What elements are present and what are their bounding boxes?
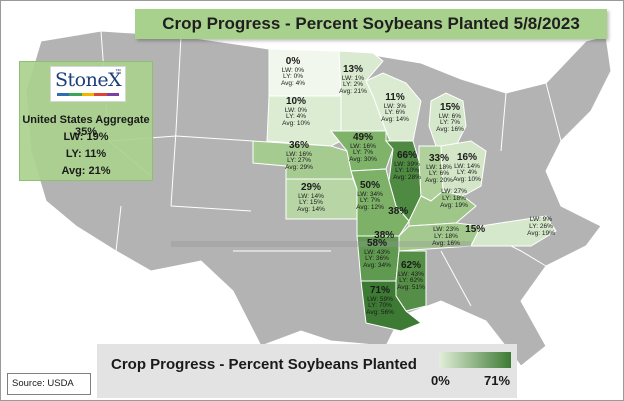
legend-gradient-bar: [439, 352, 511, 368]
logo-bar-segment: [81, 93, 95, 96]
watermark-band: [171, 241, 471, 247]
label-michigan: 15% LW: 6% LY: 7% Avg: 16%: [436, 102, 464, 134]
label-north-dakota: 0% LW: 0% LY: 0% Avg: 4%: [280, 56, 306, 88]
label-wisconsin: 11% LW: 3% LY: 6% Avg: 14%: [381, 92, 409, 124]
label-illinois: 66% LW: 39% LY: 10% Avg: 28%: [393, 150, 421, 182]
aggregate-heading: United States Aggregate 35%: [22, 114, 150, 138]
trademark-symbol: ™: [115, 69, 121, 75]
label-missouri: 50% LW: 34% LY: 7% Avg: 12%: [356, 180, 384, 212]
label-kansas: 29% LW: 14% LY: 15% Avg: 14%: [297, 182, 325, 214]
page-title: Crop Progress - Percent Soybeans Planted…: [162, 14, 580, 33]
legend-title: Crop Progress - Percent Soybeans Planted: [111, 356, 417, 373]
source-box: Source: USDA: [7, 373, 91, 395]
title-banner: Crop Progress - Percent Soybeans Planted…: [135, 9, 607, 39]
label-iowa: 49% LW: 16% LY: 7% Avg: 30%: [349, 132, 377, 164]
logo-bar-segment: [106, 93, 120, 96]
state-kentucky: [408, 190, 477, 227]
label-mississippi: 62% LW: 43% LY: 62% Avg: 51%: [397, 260, 425, 292]
legend-panel: Crop Progress - Percent Soybeans Planted…: [97, 344, 517, 398]
aggregate-ly: LY: 11%: [65, 148, 107, 160]
label-south-dakota: 10% LW: 0% LY: 4% Avg: 10%: [282, 96, 310, 128]
label-nebraska: 36% LW: 16% LY: 27% Avg: 29%: [285, 140, 313, 172]
stonex-logo: StoneX ™: [50, 66, 126, 102]
state-michigan: [428, 92, 467, 147]
label-indiana: 33% LW: 18% LY: 6% Avg: 20%: [425, 153, 453, 185]
logo-bar-segment: [94, 93, 107, 96]
aggregate-avg: Avg: 21%: [61, 165, 111, 177]
label-north-carolina: 15% LW: 9% LY: 26% Avg: 19%: [465, 216, 555, 237]
state-south-dakota: [266, 95, 342, 147]
label-tennessee: 38% LW: 23% LY: 18% Avg: 16%: [374, 226, 460, 247]
logo-bar-segment: [69, 93, 82, 96]
label-ohio: 16% LW: 14% LY: 4% Avg: 10%: [453, 152, 481, 184]
source-text: Source: USDA: [12, 378, 74, 389]
aggregate-lw: LW: 19%: [63, 131, 109, 143]
aggregate-panel: StoneX ™ United States Aggregate 35% LW:…: [19, 61, 153, 181]
legend-min-label: 0%: [431, 373, 450, 388]
label-kentucky: 38% LW: 27% LY: 18% Avg: 19%: [388, 188, 468, 217]
state-louisiana: [360, 280, 422, 332]
logo-color-bar: [57, 93, 120, 96]
legend-max-label: 71%: [484, 373, 511, 388]
label-arkansas: 58% LW: 43% LY: 36% Avg: 34%: [363, 238, 391, 270]
label-minnesota: 13% LW: 1% LY: 2% Avg: 21%: [339, 64, 367, 96]
logo-text: StoneX: [55, 69, 122, 91]
state-north-carolina: [470, 215, 557, 247]
label-louisiana: 71% LW: 59% LY: 70% Avg: 56%: [366, 285, 394, 317]
logo-bar-segment: [57, 93, 70, 96]
